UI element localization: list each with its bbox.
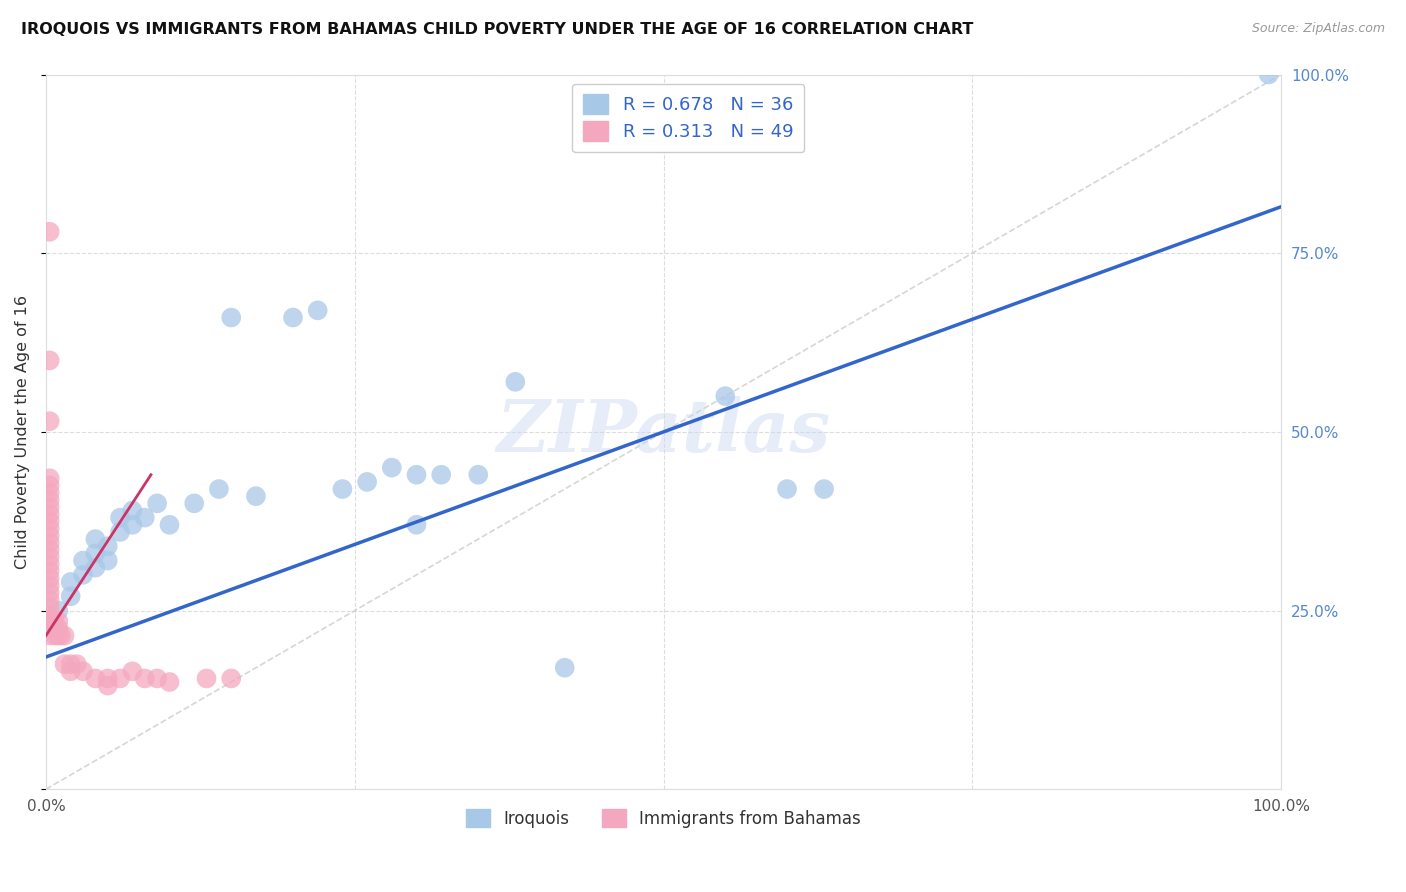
Text: IROQUOIS VS IMMIGRANTS FROM BAHAMAS CHILD POVERTY UNDER THE AGE OF 16 CORRELATIO: IROQUOIS VS IMMIGRANTS FROM BAHAMAS CHIL… <box>21 22 973 37</box>
Point <box>38 614 60 628</box>
Point <box>38 535 60 549</box>
Point <box>38 478 60 492</box>
Point <box>84 672 107 686</box>
Point <box>66 657 89 672</box>
Text: ZIPatlas: ZIPatlas <box>496 396 831 467</box>
Point <box>59 574 82 589</box>
Point <box>97 679 120 693</box>
Point <box>97 539 120 553</box>
Point <box>53 657 76 672</box>
Point <box>44 629 66 643</box>
Point <box>405 517 427 532</box>
Point <box>38 353 60 368</box>
Point <box>72 567 94 582</box>
Point <box>121 665 143 679</box>
Point <box>159 675 181 690</box>
Point <box>554 661 576 675</box>
Point <box>97 672 120 686</box>
Point <box>121 503 143 517</box>
Point <box>38 599 60 614</box>
Point <box>38 485 60 500</box>
Text: Source: ZipAtlas.com: Source: ZipAtlas.com <box>1251 22 1385 36</box>
Point <box>332 482 354 496</box>
Point <box>405 467 427 482</box>
Point <box>813 482 835 496</box>
Point <box>146 672 169 686</box>
Point <box>356 475 378 489</box>
Point <box>467 467 489 482</box>
Point <box>44 614 66 628</box>
Point <box>38 514 60 528</box>
Point <box>59 665 82 679</box>
Y-axis label: Child Poverty Under the Age of 16: Child Poverty Under the Age of 16 <box>15 295 30 569</box>
Point <box>38 500 60 514</box>
Point <box>38 571 60 585</box>
Point <box>159 517 181 532</box>
Point <box>505 375 527 389</box>
Point <box>1257 68 1279 82</box>
Point <box>245 489 267 503</box>
Point <box>776 482 799 496</box>
Point <box>183 496 205 510</box>
Point <box>38 549 60 564</box>
Point <box>72 665 94 679</box>
Point <box>46 614 69 628</box>
Point <box>430 467 453 482</box>
Point <box>38 557 60 571</box>
Point <box>134 510 156 524</box>
Point <box>46 603 69 617</box>
Point <box>38 542 60 557</box>
Legend: Iroquois, Immigrants from Bahamas: Iroquois, Immigrants from Bahamas <box>460 803 868 835</box>
Point <box>72 553 94 567</box>
Point <box>381 460 404 475</box>
Point <box>219 310 242 325</box>
Point <box>121 517 143 532</box>
Point <box>53 629 76 643</box>
Point <box>46 629 69 643</box>
Point <box>38 607 60 621</box>
Point <box>38 507 60 521</box>
Point <box>38 592 60 607</box>
Point <box>84 532 107 546</box>
Point <box>44 621 66 635</box>
Point <box>84 560 107 574</box>
Point <box>281 310 304 325</box>
Point <box>38 528 60 542</box>
Point <box>195 672 218 686</box>
Point <box>46 621 69 635</box>
Point <box>38 471 60 485</box>
Point <box>59 657 82 672</box>
Point <box>38 585 60 599</box>
Point <box>38 414 60 428</box>
Point <box>38 564 60 578</box>
Point <box>49 629 72 643</box>
Point <box>307 303 329 318</box>
Point <box>97 553 120 567</box>
Point <box>38 225 60 239</box>
Point <box>38 621 60 635</box>
Point <box>219 672 242 686</box>
Point <box>108 510 131 524</box>
Point <box>146 496 169 510</box>
Point <box>84 546 107 560</box>
Point <box>208 482 231 496</box>
Point <box>134 672 156 686</box>
Point <box>38 521 60 535</box>
Point <box>59 589 82 603</box>
Point <box>714 389 737 403</box>
Point <box>38 578 60 592</box>
Point <box>108 524 131 539</box>
Point <box>38 629 60 643</box>
Point <box>38 492 60 507</box>
Point <box>108 672 131 686</box>
